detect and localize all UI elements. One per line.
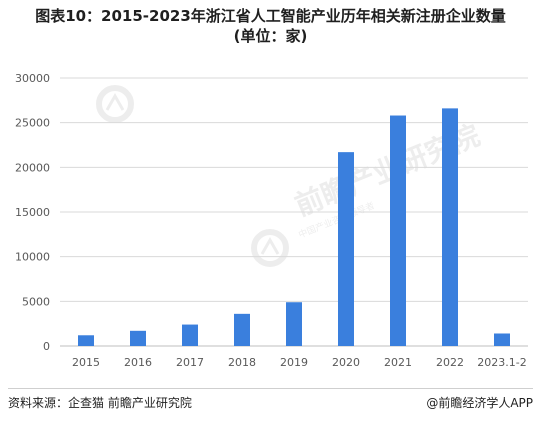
bar	[234, 313, 250, 346]
watermark-logo	[96, 85, 134, 123]
footer: 资料来源：企查猫 前瞻产业研究院 @前瞻经济学人APP	[8, 393, 533, 413]
chart-title: 图表10：2015-2023年浙江省人工智能产业历年相关新注册企业数量 (单位：…	[0, 6, 541, 46]
x-tick-label: 2020	[332, 356, 360, 369]
chart-title-line1: 图表10：2015-2023年浙江省人工智能产业历年相关新注册企业数量	[35, 7, 506, 25]
bar	[182, 324, 198, 346]
y-tick-label: 0	[43, 340, 50, 353]
y-axis-ticks: 0 5000 10000 15000 20000 25000 30000	[15, 72, 50, 353]
chart-area: 前瞻产业研究院 中国产业咨询领导者 0 5000 10000 15000 20000 250…	[0, 56, 541, 380]
brand-credit: @前瞻经济学人APP	[426, 396, 533, 410]
x-axis-ticks: 2015 2016 2017 2018 2019 2020 2021 2022 2023.1-2	[72, 356, 527, 369]
x-tick-label: 2017	[176, 356, 204, 369]
bars	[78, 108, 510, 346]
bar	[494, 333, 510, 346]
watermark-logo	[251, 229, 289, 267]
y-tick-label: 30000	[15, 72, 50, 85]
y-tick-label: 5000	[22, 295, 50, 308]
bar	[78, 335, 94, 346]
footer-divider	[8, 388, 533, 389]
bar	[442, 108, 458, 346]
x-tick-label: 2015	[72, 356, 100, 369]
y-tick-label: 20000	[15, 161, 50, 174]
y-tick-label: 25000	[15, 117, 50, 130]
bar	[286, 302, 302, 346]
y-tick-label: 15000	[15, 206, 50, 219]
x-tick-label: 2023.1-2	[477, 356, 526, 369]
bar	[390, 115, 406, 346]
y-tick-label: 10000	[15, 251, 50, 264]
x-tick-label: 2021	[384, 356, 412, 369]
x-tick-label: 2016	[124, 356, 152, 369]
x-tick-label: 2018	[228, 356, 256, 369]
bar	[130, 330, 146, 346]
x-tick-label: 2019	[280, 356, 308, 369]
chart-title-line2: (单位：家)	[233, 27, 308, 45]
x-tick-label: 2022	[436, 356, 464, 369]
bar	[338, 152, 354, 346]
source-note: 资料来源：企查猫 前瞻产业研究院	[8, 396, 192, 410]
